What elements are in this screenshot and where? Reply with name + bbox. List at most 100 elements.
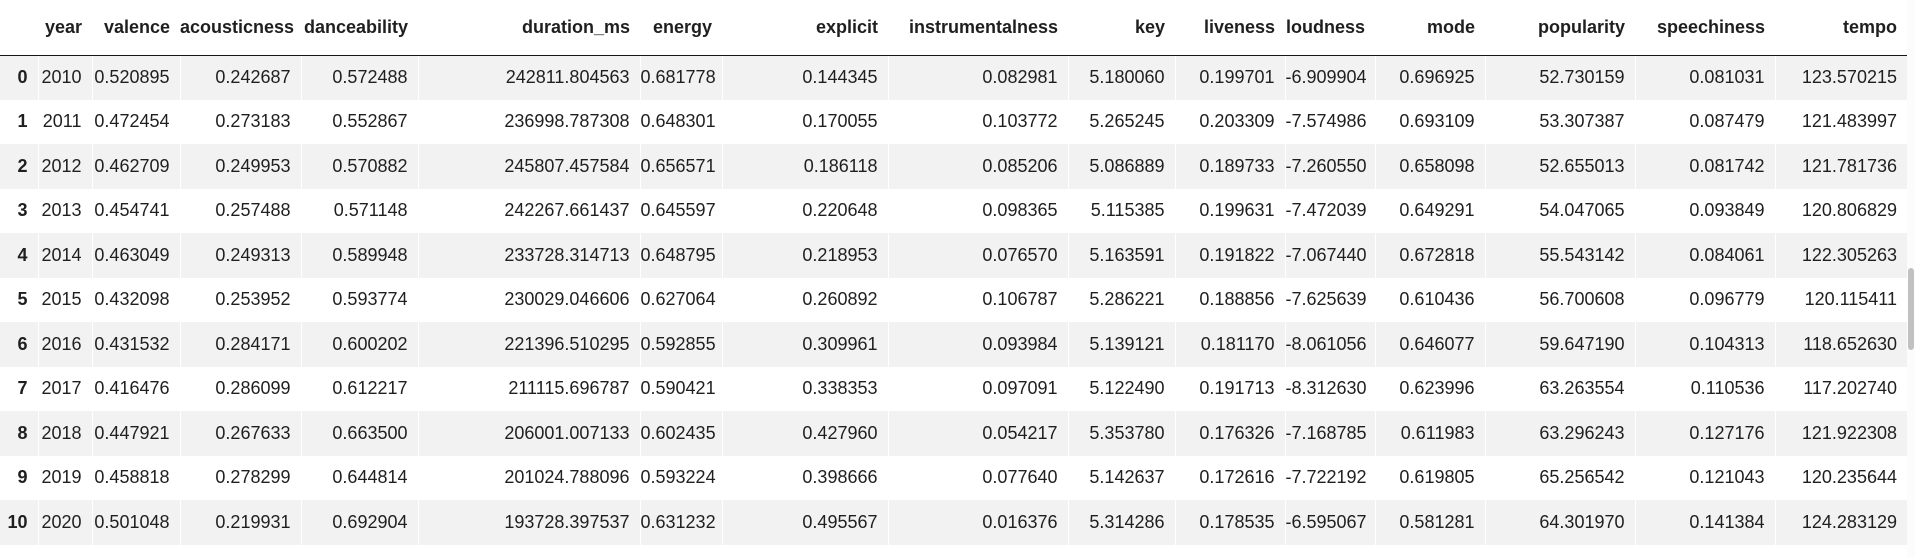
cell-danceability: 0.589948 — [300, 233, 418, 278]
cell-duration_ms: 233728.314713 — [417, 233, 640, 278]
cell-year: 2017 — [37, 366, 92, 411]
column-header-key: key — [1068, 0, 1175, 56]
cell-key: 5.180060 — [1067, 55, 1175, 100]
cell-year: 2020 — [37, 500, 92, 545]
cell-valence: 0.431532 — [91, 322, 180, 367]
row-index: 6 — [17, 333, 28, 354]
column-header-energy: energy — [640, 0, 722, 56]
cell-key: 5.139121 — [1067, 322, 1175, 367]
cell-acousticness: 0.278299 — [179, 455, 301, 500]
cell-liveness: 0.191822 — [1174, 233, 1285, 278]
cell-speechiness: 0.127176 — [1634, 411, 1775, 456]
cell-mode: 0.649291 — [1374, 188, 1485, 233]
table-row: 0 2010 0.520895 0.242687 0.572488 242811.8045… — [0, 55, 1907, 100]
cell-energy: 0.648795 — [639, 233, 722, 278]
cell-explicit: 0.218953 — [721, 233, 888, 278]
cell-speechiness: 0.141384 — [1634, 500, 1775, 545]
cell-valence: 0.458818 — [91, 455, 180, 500]
cell-speechiness: 0.081742 — [1634, 144, 1775, 189]
cell-instrumentalness: 0.077640 — [887, 455, 1068, 500]
cell-key: 5.314286 — [1067, 500, 1175, 545]
cell-explicit: 0.144345 — [721, 55, 888, 100]
cell-acousticness: 0.242687 — [179, 55, 301, 100]
cell-mode: 0.672818 — [1374, 233, 1485, 278]
table-row: 10 2020 0.501048 0.219931 0.692904 193728.397… — [0, 500, 1907, 545]
cell-popularity: 64.301970 — [1484, 500, 1635, 545]
cell-duration_ms: 236998.787308 — [417, 99, 640, 144]
cell-energy: 0.681778 — [639, 55, 722, 100]
cell-liveness: 0.188856 — [1174, 277, 1285, 322]
cell-acousticness: 0.253952 — [179, 277, 301, 322]
cell-acousticness: 0.249313 — [179, 233, 301, 278]
table-row: 5 2015 0.432098 0.253952 0.593774 230029.0466… — [0, 277, 1907, 322]
cell-liveness: 0.176326 — [1174, 411, 1285, 456]
cell-energy: 0.602435 — [639, 411, 722, 456]
cell-year: 2014 — [37, 233, 92, 278]
column-header-instrumentalness: instrumentalness — [888, 0, 1068, 56]
column-header-explicit: explicit — [722, 0, 888, 56]
cell-explicit: 0.398666 — [721, 455, 888, 500]
vertical-scrollbar[interactable] — [1907, 0, 1915, 558]
cell-speechiness: 0.121043 — [1634, 455, 1775, 500]
cell-popularity: 54.047065 — [1484, 188, 1635, 233]
cell-explicit: 0.170055 — [721, 99, 888, 144]
index-corner-cell — [0, 0, 38, 56]
cell-duration_ms: 206001.007133 — [417, 411, 640, 456]
cell-acousticness: 0.273183 — [179, 99, 301, 144]
cell-loudness: -7.067440 — [1284, 233, 1375, 278]
cell-popularity: 52.730159 — [1484, 55, 1635, 100]
cell-key: 5.142637 — [1067, 455, 1175, 500]
cell-energy: 0.645597 — [639, 188, 722, 233]
cell-valence: 0.454741 — [91, 188, 180, 233]
cell-energy: 0.592855 — [639, 322, 722, 367]
cell-key: 5.122490 — [1067, 366, 1175, 411]
cell-tempo: 120.235644 — [1774, 455, 1907, 500]
cell-mode: 0.619805 — [1374, 455, 1485, 500]
cell-speechiness: 0.104313 — [1634, 322, 1775, 367]
table-row: 7 2017 0.416476 0.286099 0.612217 211115.6967… — [0, 366, 1907, 411]
cell-energy: 0.656571 — [639, 144, 722, 189]
cell-liveness: 0.199631 — [1174, 188, 1285, 233]
cell-acousticness: 0.284171 — [179, 322, 301, 367]
cell-liveness: 0.172616 — [1174, 455, 1285, 500]
cell-instrumentalness: 0.093984 — [887, 322, 1068, 367]
cell-mode: 0.658098 — [1374, 144, 1485, 189]
cell-liveness: 0.199701 — [1174, 55, 1285, 100]
cell-valence: 0.463049 — [91, 233, 180, 278]
cell-valence: 0.462709 — [91, 144, 180, 189]
cell-valence: 0.472454 — [91, 99, 180, 144]
cell-year: 2018 — [37, 411, 92, 456]
cell-mode: 0.611983 — [1374, 411, 1485, 456]
cell-danceability: 0.570882 — [300, 144, 418, 189]
cell-duration_ms: 193728.397537 — [417, 500, 640, 545]
cell-mode: 0.623996 — [1374, 366, 1485, 411]
cell-tempo: 121.483997 — [1774, 99, 1907, 144]
column-header-acousticness: acousticness — [180, 0, 301, 56]
cell-speechiness: 0.087479 — [1634, 99, 1775, 144]
cell-instrumentalness: 0.098365 — [887, 188, 1068, 233]
cell-year: 2019 — [37, 455, 92, 500]
header-row: year valence acousticness danceability durat… — [0, 0, 1907, 56]
cell-instrumentalness: 0.082981 — [887, 55, 1068, 100]
scrollbar-thumb[interactable] — [1908, 268, 1914, 350]
cell-key: 5.163591 — [1067, 233, 1175, 278]
table-row: 8 2018 0.447921 0.267633 0.663500 206001.0071… — [0, 411, 1907, 456]
cell-valence: 0.416476 — [91, 366, 180, 411]
column-header-valence: valence — [92, 0, 180, 56]
cell-valence: 0.447921 — [91, 411, 180, 456]
cell-liveness: 0.181170 — [1174, 322, 1285, 367]
cell-danceability: 0.663500 — [300, 411, 418, 456]
cell-acousticness: 0.249953 — [179, 144, 301, 189]
cell-energy: 0.648301 — [639, 99, 722, 144]
column-header-tempo: tempo — [1775, 0, 1907, 56]
cell-loudness: -8.312630 — [1284, 366, 1375, 411]
row-index: 1 — [17, 111, 28, 132]
cell-year: 2012 — [37, 144, 92, 189]
cell-instrumentalness: 0.016376 — [887, 500, 1068, 545]
row-index: 8 — [17, 422, 28, 443]
cell-danceability: 0.692904 — [300, 500, 418, 545]
column-header-danceability: danceability — [301, 0, 418, 56]
cell-loudness: -6.909904 — [1284, 55, 1375, 100]
cell-speechiness: 0.110536 — [1634, 366, 1775, 411]
cell-explicit: 0.495567 — [721, 500, 888, 545]
